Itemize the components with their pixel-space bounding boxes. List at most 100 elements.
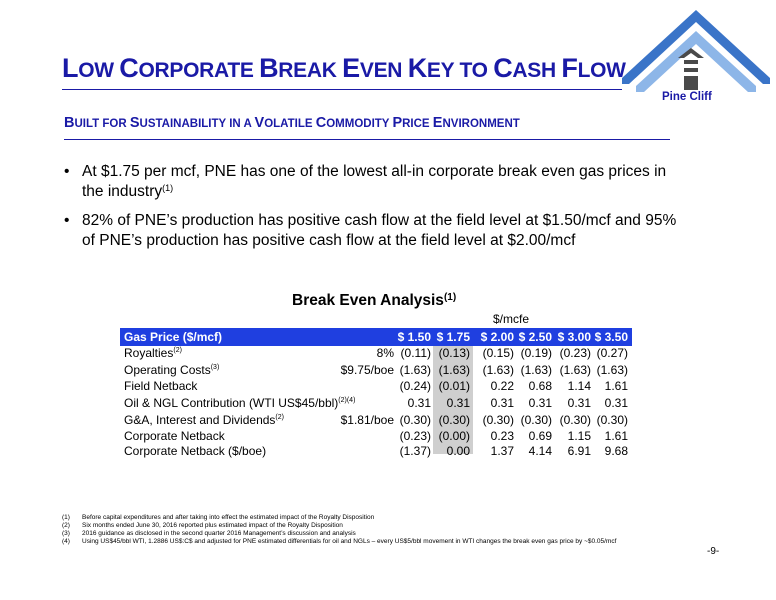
table-cell: (0.30) — [596, 413, 628, 427]
title-word-rest: OW — [78, 59, 120, 82]
row-label: G&A, Interest and Dividends(2) — [124, 413, 284, 427]
table-cell: (0.19) — [520, 346, 552, 360]
row-assumption: $1.81/boe — [340, 413, 394, 427]
table-cell: 0.31 — [446, 396, 470, 410]
table-cell: 0.22 — [490, 379, 514, 393]
table-cell: 6.91 — [567, 444, 591, 458]
title-word-cap: E — [342, 53, 360, 83]
title-word-rest: ASH — [512, 59, 562, 82]
page-title: LOW CORPORATE BREAK EVEN KEY TO CASH FLO… — [62, 53, 626, 84]
table-row: Field Netback — [124, 378, 394, 394]
footnote-number: (1) — [62, 514, 70, 521]
bullet-list: At $1.75 per mcf, PNE has one of the low… — [62, 162, 682, 260]
footnote-number: (2) — [62, 522, 70, 529]
footnote-number: (3) — [62, 530, 70, 537]
table-row: Royalties(2) 8% — [124, 345, 394, 361]
table-cell: (1.37) — [399, 444, 431, 458]
row-label: Corporate Netback ($/boe) — [124, 444, 267, 458]
page-subtitle: BUILT FOR SUSTAINABILITY IN A VOLATILE C… — [64, 115, 520, 131]
table-cell: 0.31 — [604, 396, 628, 410]
table-row: Operating Costs(3) $9.75/boe — [124, 362, 394, 378]
table-row: Oil & NGL Contribution (WTI US$45/bbl)(2… — [124, 395, 394, 411]
table-cell: 1.37 — [490, 444, 514, 458]
table-cell: (0.01) — [438, 379, 470, 393]
title-word-rest: REAK — [278, 59, 343, 82]
table-cell: (1.63) — [399, 363, 431, 377]
column-header: $ 2.50 — [518, 330, 552, 344]
table-cell: (1.63) — [482, 363, 514, 377]
column-header: $ 2.00 — [480, 330, 514, 344]
title-word-rest: EY TO — [426, 59, 494, 82]
table-cell: (0.15) — [482, 346, 514, 360]
table-cell: 1.61 — [604, 379, 628, 393]
subtitle-word-rest: OMMODITY — [326, 118, 393, 130]
subtitle-word-cap: V — [254, 115, 265, 131]
table-cell: (0.00) — [438, 429, 470, 443]
footnote-text: Six months ended June 30, 2016 reported … — [82, 522, 343, 529]
table-title: Break Even Analysis(1) — [292, 292, 457, 309]
table-row: G&A, Interest and Dividends(2) $1.81/boe — [124, 412, 394, 428]
column-header: $ 1.75 — [436, 330, 470, 344]
table-cell: 0.31 — [407, 396, 431, 410]
row-assumption: 8% — [376, 346, 394, 360]
table-cell: 0.00 — [446, 444, 470, 458]
subtitle-word-rest: RICE — [402, 118, 433, 130]
column-header: $ 3.50 — [594, 330, 628, 344]
table-cell: (0.30) — [559, 413, 591, 427]
column-header: $ 3.00 — [557, 330, 591, 344]
subtitle-word-cap: B — [64, 115, 75, 131]
subtitle-word-rest: UILT FOR — [74, 118, 130, 130]
table-cell: (0.24) — [399, 379, 431, 393]
table-cell: (0.30) — [399, 413, 431, 427]
row-label: Royalties(2) — [124, 346, 182, 360]
highlight-column — [433, 328, 473, 454]
title-word-cap: K — [407, 53, 428, 83]
row-assumption: $9.75/boe — [340, 363, 394, 377]
logo-text: Pine Cliff — [662, 91, 712, 103]
title-word-cap: F — [561, 53, 578, 83]
subtitle-rule — [64, 139, 670, 140]
subtitle-word-rest: NVIRONMENT — [442, 118, 520, 130]
table-cell: (1.63) — [559, 363, 591, 377]
footnote: (4) Using US$45/bbl WTI, 1.2886 US$:C$ an… — [62, 538, 616, 546]
table-cell: 0.31 — [490, 396, 514, 410]
table-cell: (0.11) — [400, 346, 431, 360]
subtitle-word-rest: OLATILE — [264, 118, 316, 130]
table-header-label: Gas Price ($/mcf) — [124, 330, 223, 344]
footnote-text: 2016 guidance as disclosed in the second… — [82, 530, 356, 537]
footnote: (2) Six months ended June 30, 2016 report… — [62, 522, 343, 530]
table-cell: (0.30) — [520, 413, 552, 427]
footnote: (3) 2016 guidance as disclosed in the sec… — [62, 530, 356, 538]
row-label: Oil & NGL Contribution (WTI US$45/bbl)(2… — [124, 396, 356, 410]
table-cell: (1.63) — [596, 363, 628, 377]
pine-cliff-logo: Pine Cliff — [622, 10, 770, 103]
table-cell: 1.15 — [567, 429, 591, 443]
footnote-text: Using US$45/bbl WTI, 1.2886 US$:C$ and a… — [82, 538, 617, 545]
title-word-rest: VEN — [359, 59, 408, 82]
table-unit: $/mcfe — [493, 312, 530, 326]
table-cell: 0.69 — [528, 429, 552, 443]
subtitle-word-cap: C — [315, 115, 327, 131]
table-row: Corporate Netback — [124, 428, 394, 444]
table-cell: (0.23) — [559, 346, 591, 360]
table-cell: (1.63) — [520, 363, 552, 377]
subtitle-word-rest: USTAINABILITY IN A — [139, 118, 255, 130]
footnote: (1) Before capital expenditures and after… — [62, 514, 374, 522]
title-word-cap: C — [493, 53, 513, 83]
table-cell: 0.23 — [490, 429, 514, 443]
table-cell: (0.27) — [596, 346, 628, 360]
table-cell: 0.68 — [528, 379, 552, 393]
title-rule — [62, 89, 622, 90]
title-word-rest: ORPORATE — [138, 59, 260, 82]
table-cell: 1.14 — [567, 379, 591, 393]
title-word-rest: LOW — [577, 59, 626, 82]
bullet-item: 82% of PNE’s production has positive cas… — [62, 211, 682, 251]
table-cell: (1.63) — [438, 363, 470, 377]
subtitle-word-cap: E — [432, 115, 443, 131]
table-row: Corporate Netback ($/boe) — [124, 443, 394, 459]
table-cell: (0.23) — [399, 429, 431, 443]
table-cell: 4.14 — [528, 444, 552, 458]
row-label: Corporate Netback — [124, 429, 225, 443]
row-label: Operating Costs(3) — [124, 363, 220, 377]
table-cell: 1.61 — [604, 429, 628, 443]
